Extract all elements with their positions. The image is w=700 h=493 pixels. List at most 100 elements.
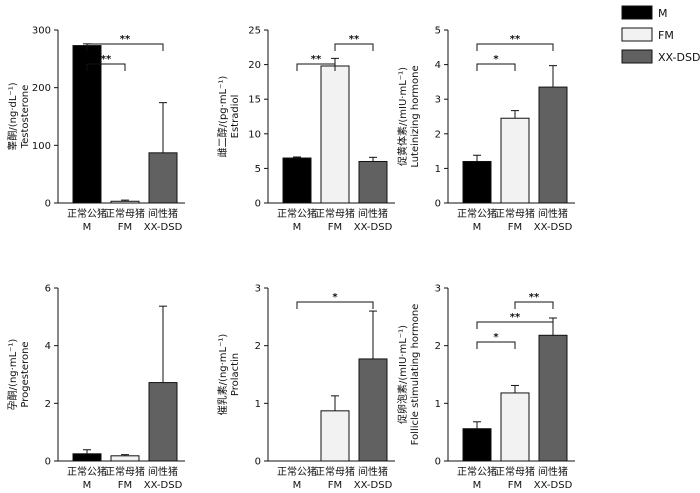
y-tick-label: 0 xyxy=(435,199,441,210)
significance-label: * xyxy=(493,332,499,343)
y-axis-label-cn: 促卵泡素/(mIU·mL⁻¹) xyxy=(396,325,409,424)
y-tick-label: 5 xyxy=(435,26,441,37)
bar-xx-dsd xyxy=(538,86,568,204)
significance-bracket xyxy=(476,321,554,329)
legend-swatch-fm xyxy=(621,27,653,42)
y-axis-label-en: Luteinizing hormone xyxy=(410,65,421,167)
bar-fm xyxy=(500,117,530,204)
bar-xx-dsd xyxy=(358,160,388,204)
chart-panel-4: 0 2 4 6 孕酮/(ng·mL⁻¹) Progesterone 正常公猪 M 正常母猪 FM 间… xyxy=(7,284,185,491)
x-tick-label-en: M xyxy=(473,480,482,491)
significance-bracket xyxy=(476,63,516,71)
bar-fm xyxy=(500,392,530,462)
significance-bracket xyxy=(86,43,164,51)
y-tick-label: 4 xyxy=(435,60,441,71)
y-tick-label: 15 xyxy=(248,95,261,106)
x-tick-label-en: XX-DSD xyxy=(354,480,393,491)
x-tick-label-en: FM xyxy=(328,222,342,233)
x-tick-label-cn: 间性猪 xyxy=(148,465,178,478)
legend-swatch-m xyxy=(621,5,653,20)
x-tick-label-cn: 正常公猪 xyxy=(67,207,107,220)
y-axis-label-en: Testosterone xyxy=(20,85,31,150)
bar-fm xyxy=(320,65,350,204)
chart-panel-5: 0 1 2 3 催乳素/(ng·mL⁻¹) Prolactin 正常公猪 M 正常母猪 FM 间性猪… xyxy=(216,284,395,491)
y-tick-label: 5 xyxy=(255,164,261,175)
y-tick-label: 10 xyxy=(248,129,261,140)
x-tick-label-cn: 正常母猪 xyxy=(315,465,355,478)
significance-label: ** xyxy=(311,54,322,65)
x-tick-label-en: FM xyxy=(508,480,522,491)
x-tick-label-en: M xyxy=(83,222,92,233)
bar-xx-dsd xyxy=(148,382,178,462)
bar-xx-dsd xyxy=(358,358,388,462)
x-tick-label-en: M xyxy=(83,480,92,491)
y-axis-label-cn: 雌二醇/(pg·mL⁻¹) xyxy=(216,76,229,158)
x-tick-label-cn: 正常公猪 xyxy=(457,465,497,478)
significance-label: ** xyxy=(529,292,540,303)
bar-fm xyxy=(110,200,140,204)
significance-label: ** xyxy=(510,34,521,45)
y-tick-label: 25 xyxy=(248,26,261,37)
significance-bracket xyxy=(476,341,516,349)
chart-panel-1: 0 100 200 300 睾酮/(ng·dL⁻¹) Testosterone 正常公猪 M 正… xyxy=(6,26,185,233)
y-tick-label: 6 xyxy=(45,284,51,295)
legend: M FM XX-DSD xyxy=(621,5,700,64)
x-tick-label-cn: 正常母猪 xyxy=(495,207,535,220)
significance-label: ** xyxy=(101,54,112,65)
y-tick-label: 3 xyxy=(435,284,441,295)
significance-bracket xyxy=(514,301,554,309)
y-tick-label: 2 xyxy=(435,341,441,352)
x-tick-label-en: XX-DSD xyxy=(534,222,573,233)
bar-m xyxy=(462,428,492,462)
y-axis-label-en: Follicle stimulating hormone xyxy=(410,304,421,446)
significance-label: ** xyxy=(120,34,131,45)
significance-bracket xyxy=(86,63,126,71)
x-tick-label-en: FM xyxy=(328,480,342,491)
bar-m xyxy=(72,453,102,462)
y-tick-label: 3 xyxy=(435,95,441,106)
x-tick-label-cn: 正常公猪 xyxy=(277,207,317,220)
y-tick-label: 0 xyxy=(255,457,261,468)
legend-swatch-xx-dsd xyxy=(621,49,653,64)
bar-xx-dsd xyxy=(538,334,568,462)
y-tick-label: 1 xyxy=(255,399,261,410)
x-tick-label-en: XX-DSD xyxy=(354,222,393,233)
x-tick-label-en: XX-DSD xyxy=(534,480,573,491)
chart-panel-3: 0 1 2 3 4 5 促黄体素/(mIU·mL⁻¹) Luteinizing hormone… xyxy=(396,26,575,233)
x-tick-label-en: XX-DSD xyxy=(144,480,183,491)
x-tick-label-cn: 正常母猪 xyxy=(495,465,535,478)
y-tick-label: 0 xyxy=(45,457,51,468)
x-tick-label-cn: 正常公猪 xyxy=(67,465,107,478)
legend-label-xx-dsd: XX-DSD xyxy=(658,51,700,64)
y-axis-label-cn: 睾酮/(ng·dL⁻¹) xyxy=(6,82,19,150)
x-tick-label-en: M xyxy=(293,480,302,491)
x-tick-label-en: M xyxy=(293,222,302,233)
y-tick-label: 100 xyxy=(32,141,51,152)
y-tick-label: 200 xyxy=(32,83,51,94)
x-tick-label-en: FM xyxy=(118,222,132,233)
y-tick-label: 2 xyxy=(255,341,261,352)
chart-panel-2: 0 5 10 15 20 25 雌二醇/(pg·mL⁻¹) Estradiol 正常公猪 M 正常母… xyxy=(216,26,395,233)
bar-fm xyxy=(110,455,140,462)
y-axis-label-cn: 孕酮/(ng·mL⁻¹) xyxy=(7,339,19,411)
y-tick-label: 2 xyxy=(45,399,51,410)
y-axis-label-en: Estradiol xyxy=(230,95,241,139)
y-tick-label: 0 xyxy=(45,199,51,210)
x-tick-label-cn: 间性猪 xyxy=(148,207,178,220)
significance-bracket xyxy=(334,43,374,51)
x-tick-label-en: XX-DSD xyxy=(144,222,183,233)
x-tick-label-cn: 正常公猪 xyxy=(457,207,497,220)
y-tick-label: 2 xyxy=(435,129,441,140)
significance-label: ** xyxy=(349,34,360,45)
y-tick-label: 1 xyxy=(435,164,441,175)
y-axis-label-en: Prolactin xyxy=(230,353,241,396)
x-tick-label-cn: 间性猪 xyxy=(538,207,568,220)
significance-bracket xyxy=(296,63,336,71)
significance-bracket xyxy=(476,43,554,51)
x-tick-label-cn: 正常母猪 xyxy=(315,207,355,220)
chart-panel-6: 0 1 2 3 促卵泡素/(mIU·mL⁻¹) Follicle stimulating … xyxy=(396,284,575,491)
y-tick-label: 0 xyxy=(435,457,441,468)
legend-label-fm: FM xyxy=(658,29,674,42)
